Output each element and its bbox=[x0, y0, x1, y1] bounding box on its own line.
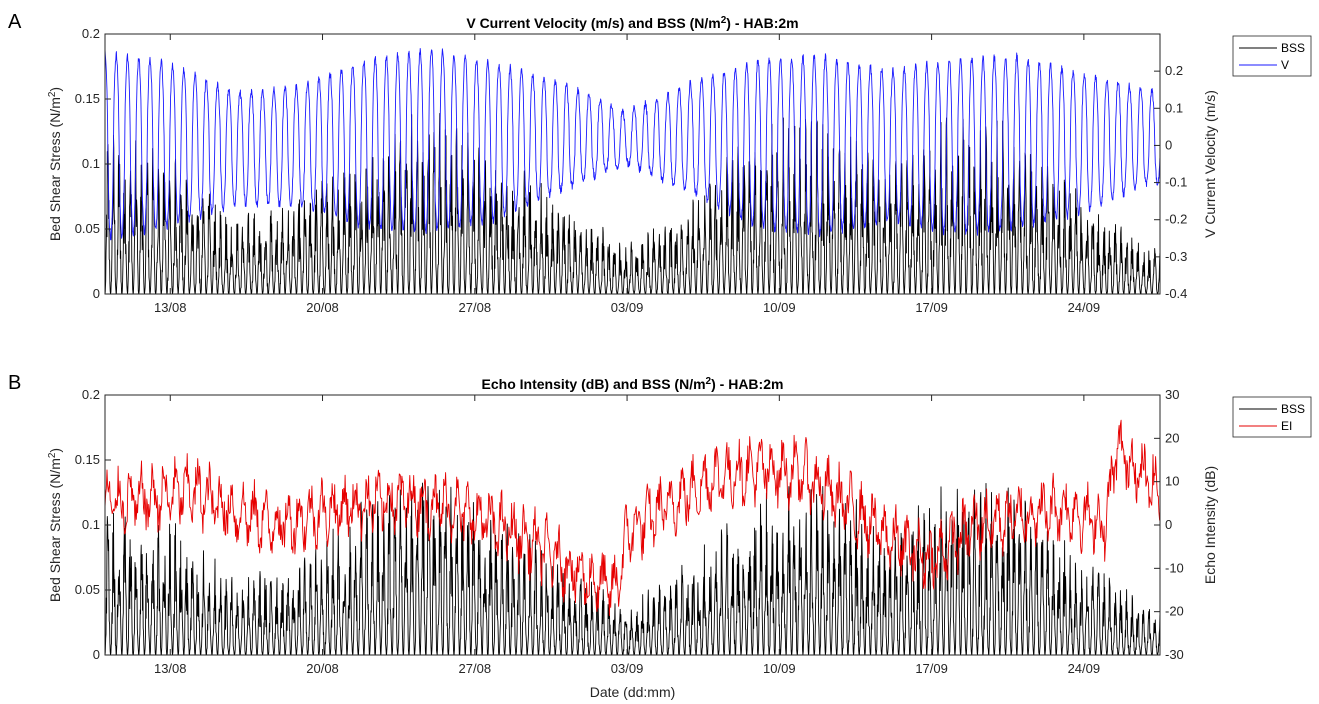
ytick-left-label: 0.2 bbox=[82, 387, 100, 402]
ylabel-right: V Current Velocity (m/s) bbox=[1202, 90, 1218, 238]
ytick-right-label: 0.1 bbox=[1165, 100, 1183, 115]
series-line-bss bbox=[105, 113, 1160, 294]
series-line-v bbox=[105, 48, 1160, 241]
series-line-ei bbox=[105, 419, 1160, 616]
chart-title: V Current Velocity (m/s) and BSS (N/m2​)… bbox=[466, 15, 798, 31]
xtick-label: 03/09 bbox=[611, 661, 644, 676]
ytick-right-label: -0.3 bbox=[1165, 249, 1187, 264]
legend-label-v: V bbox=[1281, 58, 1289, 72]
legend-box bbox=[1232, 396, 1312, 438]
ytick-right-label: 20 bbox=[1165, 430, 1179, 445]
ytick-right-label: -30 bbox=[1165, 647, 1184, 662]
ytick-right-label: 30 bbox=[1165, 387, 1179, 402]
xtick-label: 10/09 bbox=[763, 300, 796, 315]
ytick-left-label: 0.2 bbox=[82, 26, 100, 41]
ylabel-left: Bed Shear Stress (N/m2​) bbox=[47, 448, 63, 602]
ytick-right-label: -20 bbox=[1165, 604, 1184, 619]
xtick-label: 17/09 bbox=[915, 300, 948, 315]
ytick-left-label: 0.15 bbox=[75, 452, 100, 467]
ytick-right-label: -10 bbox=[1165, 560, 1184, 575]
ylabel-left: Bed Shear Stress (N/m2​) bbox=[47, 87, 63, 241]
xtick-label: 20/08 bbox=[306, 300, 339, 315]
ytick-left-label: 0.05 bbox=[75, 582, 100, 597]
xtick-label: 27/08 bbox=[459, 300, 492, 315]
ytick-left-label: 0 bbox=[93, 647, 100, 662]
ytick-right-label: -0.2 bbox=[1165, 212, 1187, 227]
panel-label: B bbox=[8, 372, 21, 394]
ytick-right-label: -0.4 bbox=[1165, 286, 1187, 301]
chart-title: Echo Intensity (dB) and BSS (N/m2​) - HA… bbox=[482, 376, 784, 392]
plot-area bbox=[105, 419, 1160, 655]
legend-label-ei: EI bbox=[1281, 419, 1292, 433]
plot-area bbox=[105, 48, 1160, 294]
ytick-right-label: 0 bbox=[1165, 517, 1172, 532]
xtick-label: 13/08 bbox=[154, 300, 187, 315]
chart-panel-A: A V Current Velocity (m/s) and BSS (N/m2​… bbox=[8, 11, 1312, 315]
ytick-right-label: 10 bbox=[1165, 474, 1179, 489]
ytick-left-label: 0 bbox=[93, 286, 100, 301]
xtick-label: 03/09 bbox=[611, 300, 644, 315]
series-line-bss bbox=[105, 482, 1160, 655]
xtick-label: 10/09 bbox=[763, 661, 796, 676]
ytick-left-label: 0.1 bbox=[82, 156, 100, 171]
xlabel: Date (dd:mm) bbox=[590, 684, 676, 700]
xtick-label: 24/09 bbox=[1068, 300, 1101, 315]
ytick-right-label: 0 bbox=[1165, 137, 1172, 152]
ytick-right-label: -0.1 bbox=[1165, 175, 1187, 190]
legend-label-bss: BSS bbox=[1281, 402, 1305, 416]
legend-label-bss: BSS bbox=[1281, 41, 1305, 55]
xtick-label: 20/08 bbox=[306, 661, 339, 676]
xtick-label: 13/08 bbox=[154, 661, 187, 676]
xtick-label: 24/09 bbox=[1068, 661, 1101, 676]
ytick-left-label: 0.1 bbox=[82, 517, 100, 532]
panel-label: A bbox=[8, 11, 22, 33]
xtick-label: 27/08 bbox=[459, 661, 492, 676]
xtick-label: 17/09 bbox=[915, 661, 948, 676]
ylabel-right: Echo Intensity (dB) bbox=[1202, 466, 1218, 584]
legend: BSS V bbox=[1232, 35, 1312, 77]
legend-box bbox=[1232, 35, 1312, 77]
legend: BSS EI bbox=[1232, 396, 1312, 438]
ytick-left-label: 0.15 bbox=[75, 91, 100, 106]
ytick-left-label: 0.05 bbox=[75, 221, 100, 236]
ytick-right-label: 0.2 bbox=[1165, 63, 1183, 78]
chart-panel-B: B Echo Intensity (dB) and BSS (N/m2​) - H… bbox=[8, 372, 1312, 700]
